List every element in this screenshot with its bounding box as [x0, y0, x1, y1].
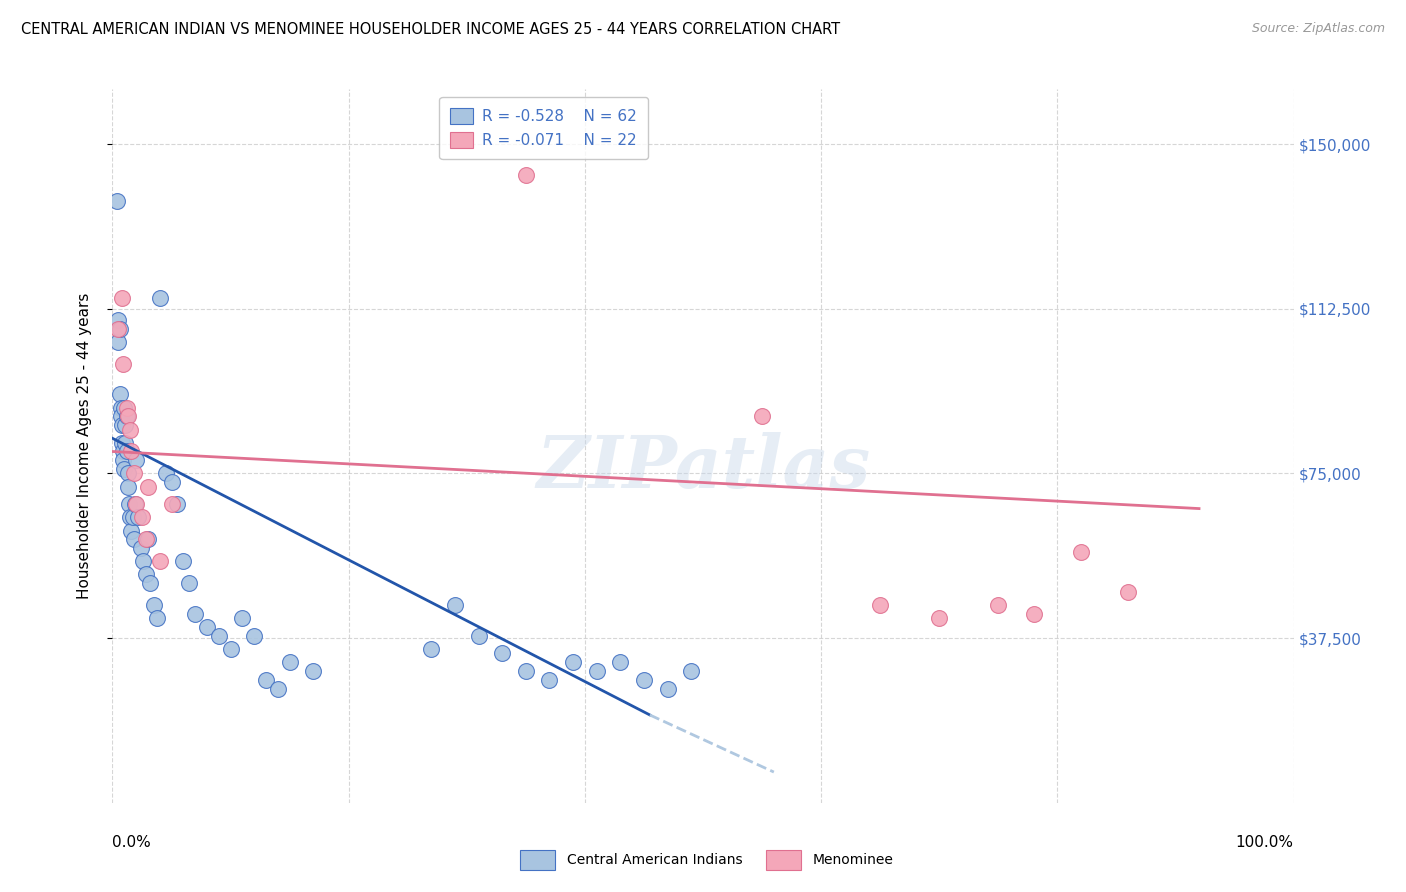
Point [195, 620, 218, 634]
Point [160, 497, 183, 511]
Point [125, 453, 148, 467]
Point [107, 334, 129, 349]
Point [208, 629, 231, 643]
Point [107, 321, 129, 335]
Text: CENTRAL AMERICAN INDIAN VS MENOMINEE HOUSEHOLDER INCOME AGES 25 - 44 YEARS CORRE: CENTRAL AMERICAN INDIAN VS MENOMINEE HOU… [21, 22, 841, 37]
Point [278, 655, 301, 669]
Point [110, 409, 132, 424]
Point [120, 444, 142, 458]
Point [121, 510, 143, 524]
Point [1116, 585, 1139, 599]
Point [1022, 607, 1045, 621]
Point [120, 510, 142, 524]
Point [184, 607, 207, 621]
Point [117, 409, 139, 424]
Text: 0.0%: 0.0% [112, 835, 152, 850]
Point [117, 480, 139, 494]
Point [111, 418, 134, 433]
Point [160, 475, 183, 490]
Legend: R = -0.528    N = 62, R = -0.071    N = 22: R = -0.528 N = 62, R = -0.071 N = 22 [440, 97, 648, 159]
Point [127, 510, 149, 524]
Point [444, 598, 467, 612]
Text: ZIPatlas: ZIPatlas [536, 432, 870, 503]
Point [243, 629, 266, 643]
Point [115, 409, 138, 424]
Point [538, 673, 561, 687]
Point [467, 629, 489, 643]
Point [114, 418, 136, 433]
Point [107, 312, 129, 326]
Point [987, 598, 1010, 612]
Point [108, 321, 131, 335]
Text: Central American Indians: Central American Indians [567, 853, 742, 867]
Point [166, 497, 188, 511]
Point [118, 497, 141, 511]
Point [112, 453, 135, 467]
Point [124, 497, 146, 511]
Point [135, 533, 157, 547]
Text: Source: ZipAtlas.com: Source: ZipAtlas.com [1251, 22, 1385, 36]
Point [219, 642, 242, 657]
Point [136, 480, 159, 494]
Point [585, 664, 607, 678]
Point [131, 510, 153, 524]
Point [135, 567, 157, 582]
Point [1070, 545, 1092, 559]
Point [122, 467, 145, 481]
Point [751, 409, 773, 424]
Point [111, 291, 134, 305]
Point [657, 681, 679, 696]
Point [179, 576, 201, 591]
Point [139, 576, 162, 591]
Point [609, 655, 631, 669]
Point [562, 655, 585, 669]
Point [112, 462, 135, 476]
Y-axis label: Householder Income Ages 25 - 44 years: Householder Income Ages 25 - 44 years [77, 293, 91, 599]
Point [120, 524, 142, 538]
Point [172, 554, 194, 568]
Point [125, 497, 148, 511]
Point [515, 664, 537, 678]
Point [111, 435, 134, 450]
Point [115, 401, 138, 415]
Point [142, 598, 165, 612]
Point [120, 423, 142, 437]
Point [149, 554, 172, 568]
Point [115, 444, 138, 458]
Point [231, 611, 253, 625]
Point [132, 554, 155, 568]
Point [267, 681, 290, 696]
Point [117, 467, 139, 481]
Point [420, 642, 443, 657]
Text: Menominee: Menominee [813, 853, 894, 867]
Text: 100.0%: 100.0% [1236, 835, 1294, 850]
Point [136, 533, 159, 547]
Point [105, 194, 128, 209]
Point [302, 664, 325, 678]
Point [112, 444, 135, 458]
Point [155, 467, 177, 481]
Point [254, 673, 277, 687]
Point [122, 533, 145, 547]
Point [110, 401, 132, 415]
Point [146, 611, 169, 625]
Point [491, 647, 513, 661]
Point [114, 435, 136, 450]
Point [108, 387, 131, 401]
Point [112, 401, 135, 415]
Point [633, 673, 655, 687]
Point [681, 664, 703, 678]
Point [515, 168, 537, 182]
Point [129, 541, 152, 555]
Point [928, 611, 950, 625]
Point [869, 598, 891, 612]
Point [149, 291, 172, 305]
Point [112, 357, 135, 371]
